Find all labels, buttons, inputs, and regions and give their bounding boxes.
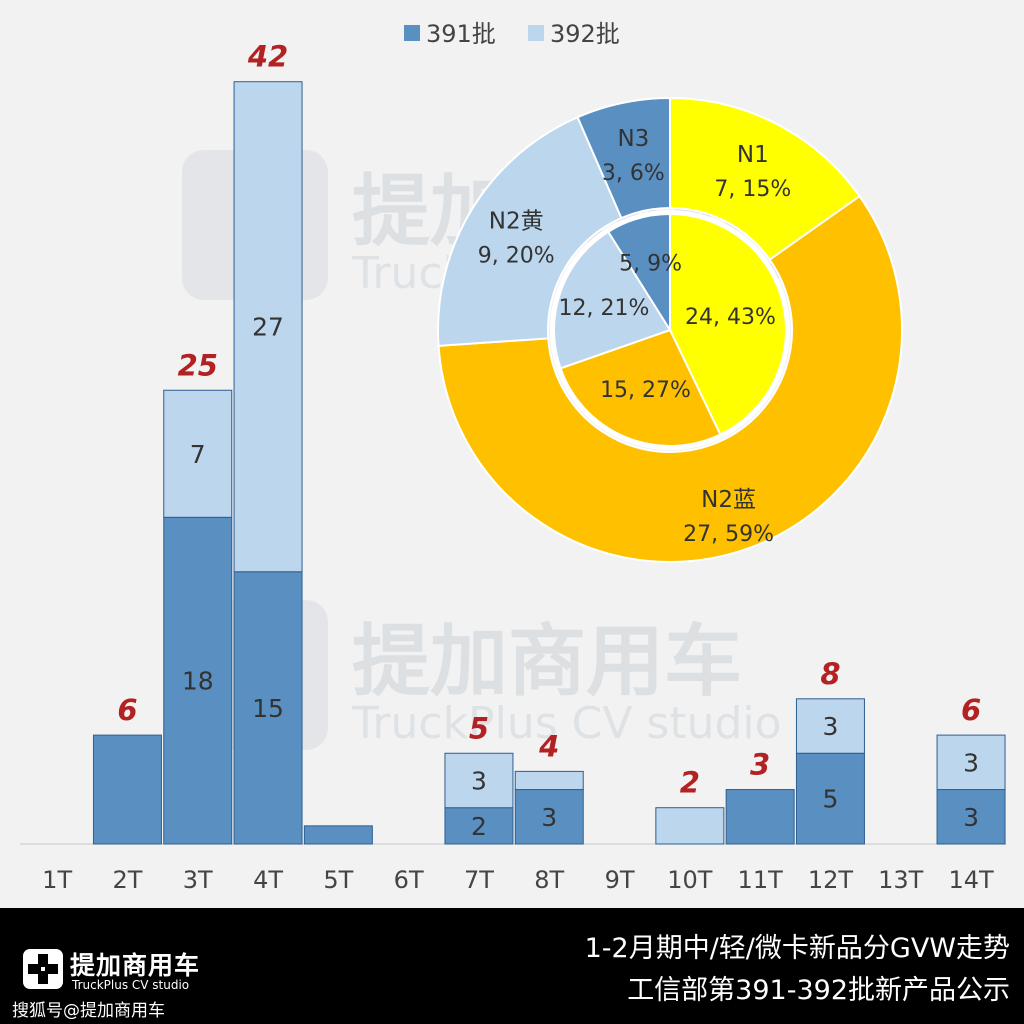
watermark-cn-bottom: 提加商用车 [352, 617, 742, 707]
outer-ring-value-label: 9, 20% [478, 243, 555, 268]
bar-b392-7T [444, 752, 514, 809]
outer-ring-name-label: N3 [617, 126, 649, 152]
outer-ring-value-label: 7, 15% [714, 177, 791, 202]
footer-banner: 提加商用车 TruckPlus CV studio 搜狐号@提加商用车 1-2月… [0, 908, 1024, 1024]
bar-b391-7T [444, 807, 514, 845]
outer-ring-slice [437, 194, 903, 563]
bar-value-label: 7 [190, 440, 206, 469]
bar-b392-8T [514, 770, 584, 791]
bar-b392-4T [233, 81, 303, 573]
legend-swatch [404, 25, 420, 41]
bar-total-label: 4 [538, 729, 559, 763]
x-tick-label: 7T [464, 866, 494, 894]
bar-value-label: 3 [963, 748, 979, 777]
bar-total-label: 2 [680, 766, 700, 800]
x-tick-label: 9T [605, 866, 635, 894]
legend: 391批 392批 [404, 20, 620, 48]
chart-canvas: 提加商用车 TruckPlus CV studio 提加商用车 TruckPlu… [20, 20, 1006, 894]
bar-value-label: 18 [182, 667, 214, 696]
outer-ring-slice [437, 115, 623, 347]
outer-ring-value-label: 3, 6% [602, 161, 665, 186]
x-tick-label: 13T [878, 866, 924, 894]
bar-value-label: 2 [471, 812, 487, 841]
outer-ring-value-label: 27, 59% [683, 522, 774, 547]
bar-total-label: 8 [820, 657, 840, 691]
x-tick-label: 6T [394, 866, 424, 894]
bar-value-label: 27 [252, 313, 284, 342]
bar-b392-10T [655, 807, 725, 845]
outer-ring-name-label: N1 [737, 142, 769, 168]
inner-ring-slice [559, 328, 722, 447]
bar-total-label: 25 [178, 348, 218, 382]
watermark-en-bottom: TruckPlus CV studio [351, 698, 782, 749]
brand-name: 提加商用车 [70, 951, 201, 980]
bar-b391-11T [725, 789, 795, 845]
bar-total-label: 3 [750, 748, 770, 782]
x-tick-label: 3T [183, 866, 213, 894]
x-tick-label: 1T [42, 866, 72, 894]
x-tick-label: 2T [112, 866, 142, 894]
author-handle: 搜狐号@提加商用车 [12, 1001, 165, 1021]
bar-b391-14T [936, 789, 1006, 845]
x-tick-label: 4T [253, 866, 283, 894]
bar-b392-14T [936, 734, 1006, 791]
bar-b391-5T [303, 825, 373, 845]
bar-chart: 1T 6 2T 18 7 25 3T 15 27 42 4T 5T 6T 2 3 5 7T 3 4 8T 9T 2 10T 3… [20, 40, 1006, 894]
x-tick-label: 5T [323, 866, 353, 894]
inner-ring-value-label: 15, 27% [600, 378, 691, 403]
x-tick-label: 10T [667, 866, 713, 894]
legend-swatch [528, 25, 544, 41]
bar-b391-8T [514, 789, 584, 845]
brand-logo-icon [23, 949, 63, 989]
outer-ring-name-label: N2黄 [489, 208, 544, 234]
bar-total-label: 5 [469, 711, 489, 745]
legend-label: 391批 [426, 20, 496, 48]
bar-total-label: 42 [247, 40, 288, 74]
bar-b391-3T [163, 516, 233, 845]
bar-value-label: 3 [541, 803, 557, 832]
bar-b392-3T [163, 389, 233, 518]
inner-ring-value-label: 12, 21% [558, 296, 649, 321]
bar-value-label: 3 [471, 766, 487, 795]
inner-ring-value-label: 24, 43% [685, 305, 776, 330]
x-tick-label: 12T [808, 866, 854, 894]
bar-total-label: 6 [117, 693, 137, 727]
bar-value-label: 3 [822, 712, 838, 741]
outer-ring-slice [669, 96, 861, 262]
inner-ring-slice [669, 212, 787, 436]
legend-label: 392批 [550, 20, 620, 48]
inner-ring-slice [606, 212, 671, 334]
bar-value-label: 5 [822, 785, 838, 814]
bar-total-label: 6 [961, 693, 981, 727]
footer-title-line1: 1-2月期中/轻/微卡新品分GVW走势 [584, 933, 1010, 964]
x-tick-label: 11T [738, 866, 784, 894]
bar-b391-4T [233, 571, 303, 845]
bar-value-label: 3 [963, 803, 979, 832]
x-tick-label: 8T [534, 866, 564, 894]
outer-ring-slice [576, 96, 671, 220]
brand-subtitle: TruckPlus CV studio [72, 978, 190, 992]
bar-value-label: 15 [252, 694, 284, 723]
x-tick-label: 14T [948, 866, 994, 894]
donut-chart: N1 7, 15% N2蓝 27, 59% N2黄 9, 20% N3 3, 6% 24, 43… [437, 96, 903, 563]
inner-ring-slice [553, 230, 672, 370]
bar-b392-12T [795, 698, 865, 754]
bar-b391-2T [92, 734, 162, 845]
outer-ring-name-label: N2蓝 [701, 487, 756, 513]
inner-ring-value-label: 5, 9% [619, 252, 682, 277]
footer-title-line2: 工信部第391-392批新产品公示 [627, 975, 1010, 1006]
